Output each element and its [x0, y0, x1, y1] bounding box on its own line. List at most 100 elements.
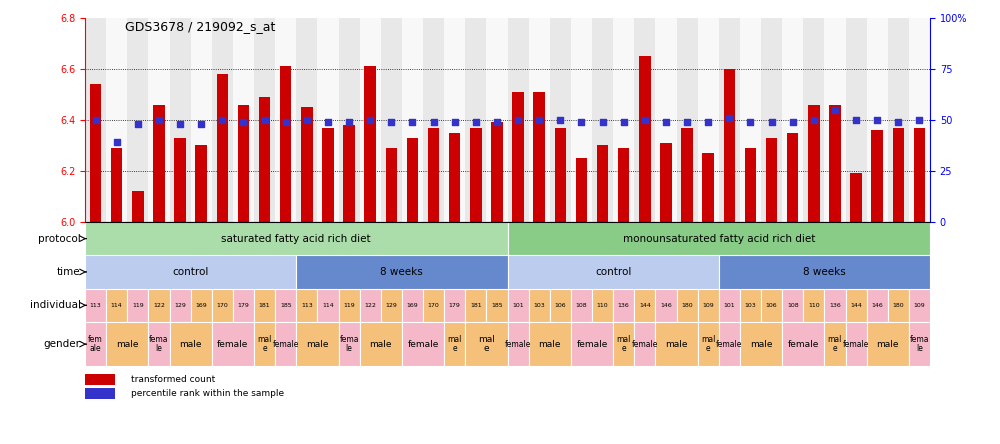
- Bar: [698, 18, 719, 222]
- Bar: [85, 322, 106, 366]
- Bar: [428, 127, 439, 222]
- Bar: [170, 322, 212, 366]
- Bar: [212, 18, 233, 222]
- Bar: [301, 107, 313, 222]
- Bar: [745, 148, 756, 222]
- Bar: [111, 148, 122, 222]
- Bar: [808, 105, 820, 222]
- Text: 108: 108: [576, 303, 587, 308]
- Text: 110: 110: [808, 303, 820, 308]
- Bar: [423, 18, 444, 222]
- Text: 108: 108: [787, 303, 798, 308]
- Point: [679, 119, 695, 126]
- Bar: [655, 18, 676, 222]
- Text: female: female: [272, 340, 299, 349]
- Text: 109: 109: [702, 303, 714, 308]
- Bar: [402, 322, 444, 366]
- Bar: [317, 18, 338, 222]
- Text: 8 weeks: 8 weeks: [380, 267, 423, 277]
- Text: 185: 185: [491, 303, 503, 308]
- Bar: [170, 289, 191, 322]
- Bar: [829, 105, 841, 222]
- Bar: [529, 18, 550, 222]
- Point: [151, 116, 167, 123]
- Bar: [766, 138, 777, 222]
- Bar: [782, 322, 824, 366]
- Bar: [618, 148, 629, 222]
- Bar: [465, 289, 486, 322]
- Point: [785, 119, 801, 126]
- Text: 122: 122: [364, 303, 376, 308]
- Bar: [360, 18, 381, 222]
- Point: [320, 119, 336, 126]
- Text: control: control: [172, 267, 209, 277]
- Bar: [824, 18, 845, 222]
- Bar: [90, 84, 101, 222]
- Bar: [127, 289, 148, 322]
- Text: mal
e: mal e: [448, 335, 462, 353]
- Bar: [888, 289, 909, 322]
- Bar: [613, 289, 634, 322]
- Bar: [338, 289, 360, 322]
- Text: 169: 169: [407, 303, 418, 308]
- Bar: [845, 18, 867, 222]
- Text: male: male: [665, 340, 688, 349]
- Point: [742, 119, 758, 126]
- Bar: [296, 289, 317, 322]
- Point: [109, 139, 125, 146]
- Text: 144: 144: [639, 303, 651, 308]
- Bar: [85, 374, 115, 385]
- Bar: [867, 289, 888, 322]
- Text: fema
le: fema le: [339, 335, 359, 353]
- Bar: [824, 289, 846, 322]
- Point: [404, 119, 420, 126]
- Text: 114: 114: [111, 303, 123, 308]
- Point: [721, 114, 737, 121]
- Bar: [360, 289, 381, 322]
- Text: fem
ale: fem ale: [88, 335, 103, 353]
- Text: monounsaturated fatty acid rich diet: monounsaturated fatty acid rich diet: [623, 234, 815, 244]
- Text: mal
e: mal e: [616, 335, 631, 353]
- Bar: [338, 322, 360, 366]
- Text: male: male: [179, 340, 202, 349]
- Text: 146: 146: [871, 303, 883, 308]
- Text: time: time: [57, 267, 81, 277]
- Bar: [508, 255, 719, 289]
- Point: [383, 119, 399, 126]
- Bar: [761, 289, 782, 322]
- Bar: [867, 322, 909, 366]
- Bar: [676, 18, 698, 222]
- Text: female: female: [632, 340, 658, 349]
- Bar: [634, 322, 655, 366]
- Bar: [148, 289, 170, 322]
- Bar: [867, 18, 888, 222]
- Text: protocol: protocol: [38, 234, 81, 244]
- Text: 8 weeks: 8 weeks: [803, 267, 846, 277]
- Bar: [634, 289, 655, 322]
- Bar: [571, 18, 592, 222]
- Bar: [402, 18, 423, 222]
- Bar: [740, 18, 761, 222]
- Bar: [655, 322, 698, 366]
- Point: [130, 120, 146, 127]
- Text: saturated fatty acid rich diet: saturated fatty acid rich diet: [221, 234, 371, 244]
- Bar: [550, 289, 571, 322]
- Bar: [871, 130, 883, 222]
- Text: 144: 144: [850, 303, 862, 308]
- Bar: [296, 18, 317, 222]
- Bar: [660, 143, 672, 222]
- Point: [362, 116, 378, 123]
- Bar: [507, 18, 529, 222]
- Point: [806, 116, 822, 123]
- Bar: [338, 18, 360, 222]
- Bar: [444, 322, 465, 366]
- Point: [510, 116, 526, 123]
- Point: [299, 116, 315, 123]
- Point: [193, 120, 209, 127]
- Bar: [170, 18, 191, 222]
- Point: [658, 119, 674, 126]
- Point: [616, 119, 632, 126]
- Text: 180: 180: [681, 303, 693, 308]
- Text: female: female: [716, 340, 742, 349]
- Bar: [275, 322, 296, 366]
